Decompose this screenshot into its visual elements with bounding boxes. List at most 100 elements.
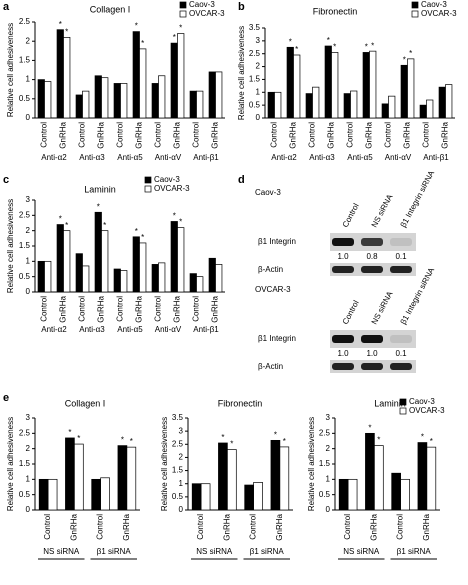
- group-label: Anti-α2: [41, 325, 67, 334]
- bar: [438, 86, 446, 119]
- x-tick-label: GnRHa: [173, 295, 182, 322]
- group-label: NS siRNA: [343, 547, 380, 556]
- bar: [445, 84, 453, 119]
- significance-marker: *: [77, 434, 80, 443]
- x-tick-label: GnRHa: [173, 121, 182, 148]
- group-label: Anti-β1: [193, 153, 219, 162]
- significance-marker: *: [409, 49, 412, 58]
- x-tick-label: GnRHa: [97, 121, 106, 148]
- y-axis-label: Relative cell adhesiveness: [6, 199, 15, 293]
- actin-band: [332, 266, 354, 273]
- bar: [215, 264, 223, 293]
- lane-label: NS siRNA: [370, 192, 395, 229]
- bar: [244, 484, 254, 511]
- y-tick-label: 1.5: [19, 56, 31, 65]
- bar: [120, 83, 128, 119]
- y-tick-label: 2.5: [319, 428, 331, 437]
- bar: [139, 48, 147, 119]
- y-tick-label: 1: [26, 474, 31, 483]
- bar: [82, 265, 90, 293]
- group-label: β1 siRNA: [397, 547, 432, 556]
- bar: [158, 262, 166, 293]
- bar: [196, 90, 204, 119]
- group-label: Anti-β1: [193, 325, 219, 334]
- legend-swatch: [179, 1, 187, 9]
- x-tick-label: GnRHa: [135, 121, 144, 148]
- significance-marker: *: [421, 433, 424, 442]
- significance-marker: *: [179, 218, 182, 227]
- blot-band: [390, 335, 412, 343]
- y-tick-label: 1: [179, 479, 184, 488]
- bar: [391, 472, 401, 511]
- x-tick-label: GnRHa: [69, 513, 78, 540]
- bar: [274, 91, 282, 119]
- bar: [82, 90, 90, 119]
- actin-band: [361, 363, 383, 370]
- legend-label: OVCAR-3: [409, 406, 445, 415]
- y-tick-label: 2: [26, 226, 31, 235]
- x-tick-label: Control: [422, 122, 431, 148]
- y-tick-label: 0.5: [19, 272, 31, 281]
- panel-letter: e: [3, 392, 9, 404]
- bar: [417, 442, 428, 511]
- significance-marker: *: [59, 20, 62, 29]
- bar: [139, 242, 147, 293]
- y-tick-label: 1.5: [172, 466, 184, 475]
- y-tick-label: 2.5: [249, 49, 261, 58]
- legend-swatch: [399, 398, 407, 406]
- bar: [94, 75, 102, 119]
- y-tick-label: 3.5: [249, 23, 261, 32]
- legend-swatch: [179, 10, 187, 18]
- panel-letter: d: [238, 174, 245, 186]
- x-tick-label: GnRHa: [403, 121, 412, 148]
- y-tick-label: 2: [26, 444, 31, 453]
- x-tick-label: GnRHa: [59, 121, 68, 148]
- row-label: β-Actin: [258, 362, 283, 371]
- group-label: Anti-α5: [117, 325, 143, 334]
- bar: [267, 91, 275, 119]
- bar: [419, 104, 427, 119]
- significance-marker: *: [65, 27, 68, 36]
- bar: [74, 443, 84, 511]
- row-label: β-Actin: [258, 265, 283, 274]
- group-label: Anti-β1: [423, 153, 449, 162]
- bar: [338, 478, 349, 511]
- bar: [388, 95, 396, 119]
- significance-marker: *: [283, 437, 286, 446]
- group-label: Anti-α2: [271, 153, 297, 162]
- bar: [331, 52, 339, 119]
- y-tick-label: 2: [326, 444, 331, 453]
- y-axis-label: Relative cell adhesiveness: [160, 417, 169, 511]
- x-tick-label: Control: [192, 296, 201, 322]
- group-label: Anti-αV: [155, 325, 182, 334]
- bar: [426, 446, 437, 511]
- bar: [426, 99, 434, 119]
- bar: [189, 273, 197, 293]
- bar: [293, 54, 301, 119]
- y-tick-label: 0.5: [19, 490, 31, 499]
- bar: [208, 71, 216, 119]
- bar: [170, 221, 178, 293]
- bar: [196, 276, 204, 293]
- y-tick-label: 2.5: [172, 439, 184, 448]
- y-axis-label: Relative cell adhesiveness: [6, 417, 15, 511]
- significance-marker: *: [141, 39, 144, 48]
- x-tick-label: GnRHa: [289, 121, 298, 148]
- y-tick-label: 1: [26, 75, 31, 84]
- band-quantity: 1.0: [337, 252, 349, 261]
- bar: [227, 449, 237, 511]
- significance-marker: *: [327, 36, 330, 45]
- bar: [113, 83, 121, 119]
- x-tick-label: GnRHa: [222, 513, 231, 540]
- blot-band: [332, 238, 354, 246]
- bar: [151, 264, 159, 293]
- bar: [117, 445, 128, 511]
- bar: [365, 432, 375, 511]
- bar: [215, 71, 223, 119]
- y-tick-label: 2: [26, 36, 31, 45]
- bar: [63, 37, 71, 119]
- bar: [94, 211, 102, 293]
- bar: [47, 478, 58, 511]
- significance-marker: *: [289, 37, 292, 46]
- bar: [132, 31, 140, 119]
